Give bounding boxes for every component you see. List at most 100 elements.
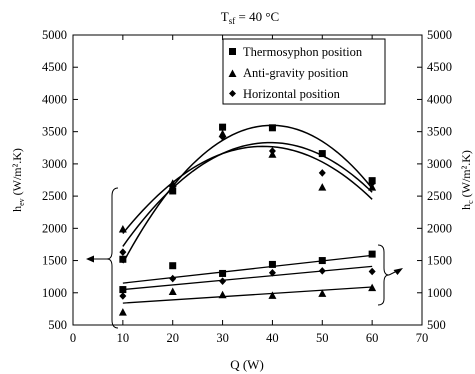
y-right-main: h bbox=[459, 204, 473, 210]
y-right-sub: c bbox=[466, 200, 475, 204]
y-tick-label-left: 5000 bbox=[42, 28, 67, 42]
y-left-sub: ev bbox=[17, 198, 26, 206]
diamond-point bbox=[318, 267, 326, 275]
title-main: T bbox=[221, 9, 229, 24]
diamond-point bbox=[268, 269, 276, 277]
diamond-point bbox=[169, 274, 177, 283]
triangle-point bbox=[368, 283, 377, 292]
square-point bbox=[268, 260, 276, 268]
x-tick-label: 40 bbox=[266, 331, 279, 345]
legend-item-horizontal: Horizontal position bbox=[229, 87, 341, 101]
y-tick-label-right: 1000 bbox=[427, 286, 452, 300]
legend: Thermosyphon position Anti-gravity posit… bbox=[222, 38, 386, 105]
square-point bbox=[219, 269, 227, 277]
y-axis-label-left: hev (W/m².K) bbox=[10, 148, 26, 212]
x-tick-label: 50 bbox=[316, 331, 329, 345]
y-tick-label-right: 500 bbox=[427, 318, 446, 332]
evaporator-group-indicator bbox=[86, 187, 119, 329]
diamond-point bbox=[169, 182, 177, 191]
y-tick-label-right: 1500 bbox=[427, 254, 452, 268]
y-axis-left: 500 1000 1500 2000 2500 3000 3500 4000 4500 5000 bbox=[42, 28, 78, 332]
legend-box bbox=[222, 38, 386, 105]
y-tick-label-left: 4000 bbox=[42, 92, 67, 106]
y-left-main: h bbox=[10, 206, 24, 212]
diamond-point bbox=[368, 267, 376, 276]
y-tick-label-left: 1000 bbox=[42, 286, 67, 300]
fit-curve bbox=[122, 124, 373, 264]
triangle-point bbox=[218, 290, 227, 299]
x-tick-label: 10 bbox=[117, 331, 130, 345]
y-tick-label-left: 2000 bbox=[42, 221, 67, 235]
y-axis-right: 500 1000 1500 2000 2500 3000 3500 4000 4500 5000 bbox=[417, 28, 452, 332]
title-subscript: sf bbox=[229, 16, 236, 26]
triangle-point bbox=[318, 183, 327, 191]
diamond-point bbox=[268, 147, 276, 155]
diamond-point bbox=[119, 248, 127, 256]
legend-item-anti-gravity: Anti-gravity position bbox=[228, 66, 349, 80]
diamond-point bbox=[318, 169, 326, 177]
legend-item-thermosyphon: Thermosyphon position bbox=[229, 45, 363, 59]
left-arrow-icon bbox=[86, 255, 94, 263]
x-axis: 0 10 20 30 40 50 60 70 bbox=[70, 35, 428, 345]
diamond-point bbox=[368, 179, 376, 188]
y-right-rest: (W/m².K) bbox=[459, 150, 473, 200]
y-axis-label-right: hc (W/m².K) bbox=[459, 150, 475, 210]
square-point bbox=[219, 123, 227, 131]
square-point bbox=[368, 250, 376, 258]
fit-curve bbox=[122, 145, 373, 234]
diamond-marker-icon bbox=[229, 90, 236, 97]
triangle-point bbox=[318, 289, 327, 297]
triangle-point bbox=[268, 291, 277, 299]
legend-label: Horizontal position bbox=[243, 87, 341, 101]
y-tick-label-left: 500 bbox=[48, 318, 67, 332]
diamond-point bbox=[119, 292, 127, 300]
diamond-point bbox=[219, 133, 227, 141]
square-point bbox=[169, 187, 177, 195]
square-point bbox=[268, 124, 276, 132]
legend-label: Anti-gravity position bbox=[243, 66, 349, 80]
y-tick-label-right: 4500 bbox=[427, 60, 452, 74]
chart-title: Tsf = 40 °C bbox=[221, 9, 279, 26]
legend-label: Thermosyphon position bbox=[243, 45, 363, 59]
fit-line bbox=[122, 286, 373, 304]
y-tick-label-right: 5000 bbox=[427, 28, 452, 42]
x-axis-label: Q (W) bbox=[230, 357, 264, 372]
y-left-rest: (W/m².K) bbox=[10, 148, 24, 198]
y-tick-label-left: 1500 bbox=[42, 254, 67, 268]
fit-line bbox=[122, 265, 373, 291]
triangle-marker-icon bbox=[228, 69, 237, 77]
left-brace bbox=[106, 187, 119, 329]
y-tick-label-right: 2000 bbox=[427, 221, 452, 235]
title-rest: = 40 °C bbox=[235, 9, 279, 24]
x-tick-label: 20 bbox=[166, 331, 179, 345]
x-tick-label: 70 bbox=[416, 331, 429, 345]
fit-line bbox=[122, 254, 373, 284]
triangle-point bbox=[118, 308, 127, 316]
x-tick-label: 0 bbox=[70, 331, 76, 345]
y-tick-label-left: 2500 bbox=[42, 189, 67, 203]
right-brace bbox=[377, 244, 390, 306]
y-tick-label-right: 3500 bbox=[427, 125, 452, 139]
diamond-point bbox=[219, 277, 227, 285]
x-tick-label: 60 bbox=[366, 331, 379, 345]
plot-frame bbox=[72, 34, 423, 326]
y-tick-label-left: 4500 bbox=[42, 60, 67, 74]
y-tick-label-right: 2500 bbox=[427, 189, 452, 203]
square-point bbox=[318, 150, 326, 158]
fit-lines bbox=[122, 124, 373, 304]
y-tick-label-left: 3000 bbox=[42, 157, 67, 171]
square-marker-icon bbox=[229, 48, 236, 55]
y-tick-label-right: 4000 bbox=[427, 92, 452, 106]
triangle-point bbox=[118, 224, 127, 233]
right-arrow-icon bbox=[393, 268, 403, 275]
square-point bbox=[318, 257, 326, 265]
x-tick-label: 30 bbox=[216, 331, 229, 345]
triangle-point bbox=[168, 287, 177, 295]
square-point bbox=[119, 286, 127, 294]
square-point bbox=[169, 262, 177, 270]
y-tick-label-right: 3000 bbox=[427, 157, 452, 171]
fit-curve bbox=[122, 141, 373, 247]
data-points bbox=[118, 123, 377, 316]
condenser-group-indicator bbox=[377, 244, 403, 306]
